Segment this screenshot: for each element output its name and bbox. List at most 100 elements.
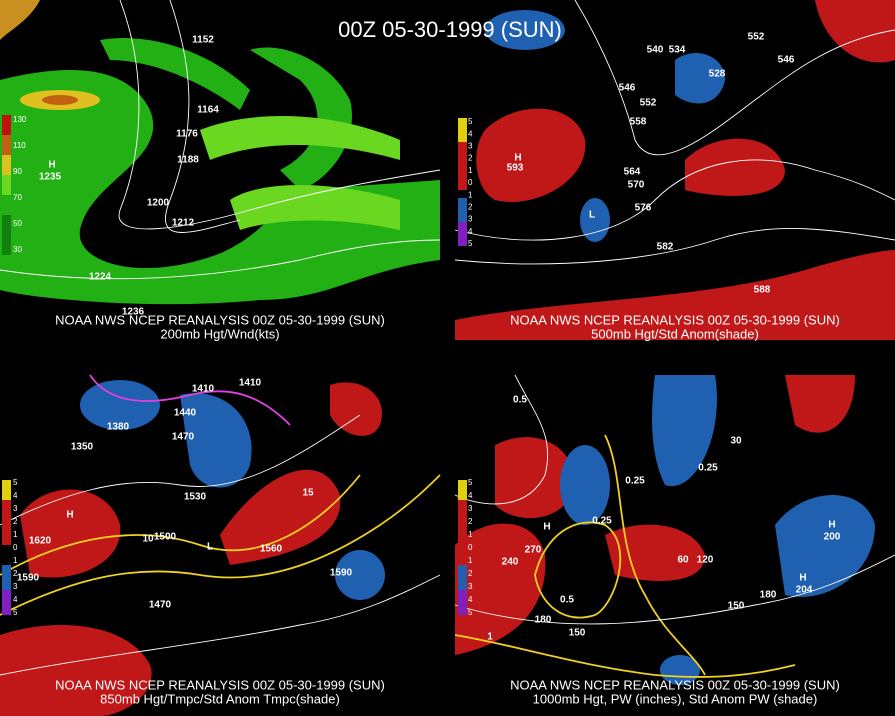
anomaly-negative: [675, 52, 725, 104]
legend-label: 4: [13, 595, 18, 604]
anomaly-positive: [476, 108, 586, 202]
contour-label: 576: [635, 203, 652, 214]
panel-header: NOAA NWS NCEP REANALYSIS 00Z 05-30-1999 …: [55, 677, 385, 692]
contour-label: 1620: [29, 536, 52, 547]
contour-label: 546: [619, 83, 636, 94]
contour: [574, 0, 895, 156]
legend-label: 1: [468, 530, 473, 539]
legend-label: 0: [468, 543, 473, 552]
main-title: 00Z 05-30-1999 (SUN): [338, 17, 562, 42]
panel-500mb: [454, 0, 895, 340]
temp-contour: [89, 374, 291, 426]
anomaly-positive: [605, 524, 705, 581]
anomaly-positive: [455, 250, 895, 340]
contour-label: 1410: [239, 378, 262, 389]
legend-swatch: [2, 500, 11, 545]
legend-label: 50: [13, 219, 22, 228]
contour-label: 546: [778, 55, 795, 66]
legend-label: 3: [13, 504, 18, 513]
contour-label: H: [828, 520, 835, 531]
panel-1000mb: [454, 374, 895, 685]
anomaly-positive: [455, 523, 546, 655]
legend-swatch: [2, 155, 11, 175]
jet-max: [0, 0, 40, 40]
legend-label: 90: [13, 167, 22, 176]
contour-label: 1152: [192, 35, 214, 46]
contour: [0, 239, 441, 280]
anomaly-negative: [335, 550, 385, 600]
legend-swatch: [2, 195, 11, 215]
panel-header: NOAA NWS NCEP REANALYSIS 00Z 05-30-1999 …: [55, 312, 385, 327]
contour: [454, 228, 895, 265]
legend-label: 1: [468, 166, 473, 175]
panel-850mb: [0, 374, 441, 716]
legend-label: 2: [468, 569, 473, 578]
contour-label: 1590: [330, 568, 353, 579]
contour-label: 150: [728, 601, 745, 612]
legend-label: 70: [13, 193, 22, 202]
panel-caption: 200mb Hgt/Wnd(kts): [160, 326, 279, 341]
legend-label: 5: [468, 608, 473, 617]
anomaly-positive: [815, 0, 895, 63]
contour-label: 1470: [172, 432, 195, 443]
anomaly-positive: [330, 382, 382, 436]
contour-label: 1350: [71, 442, 94, 453]
contour-label: 552: [748, 32, 765, 43]
contour-label: 1380: [107, 422, 130, 433]
contour-label: 180: [535, 615, 552, 626]
contour: [118, 0, 441, 230]
temp-contour: [0, 474, 361, 576]
contour-label: 30: [730, 436, 742, 447]
legend-label: 4: [468, 595, 473, 604]
anomaly-positive: [220, 469, 341, 565]
contour-label: 588: [754, 285, 771, 296]
contour-label: H: [66, 510, 73, 521]
contour-label: 1470: [149, 600, 172, 611]
panel-header: NOAA NWS NCEP REANALYSIS 00Z 05-30-1999 …: [510, 677, 840, 692]
contour-label: 204: [796, 585, 813, 596]
legend-label: 3: [13, 582, 18, 591]
contour-label: 150: [569, 628, 586, 639]
legend-swatch: [458, 198, 467, 222]
legend-label: 130: [13, 115, 27, 124]
contour-label: 552: [640, 98, 657, 109]
contour: [454, 554, 895, 625]
legend-swatch: [2, 590, 11, 615]
contour-label: 15: [302, 488, 314, 499]
contour-label: 1200: [147, 198, 170, 209]
legend-label: 2: [13, 517, 18, 526]
contour-label: 0.5: [513, 395, 527, 406]
anomaly-positive: [685, 138, 785, 196]
contour-label: 180: [760, 590, 777, 601]
contour-label: 1590: [17, 573, 40, 584]
contour-label: 60: [677, 555, 689, 566]
contour-label: H: [799, 573, 806, 584]
anomaly-positive: [0, 625, 152, 716]
legend-label: 5: [13, 608, 18, 617]
legend-label: 0: [13, 543, 18, 552]
legend-swatch: [2, 565, 11, 590]
contour-label: 1235: [39, 172, 62, 183]
panel-caption: 1000mb Hgt, PW (inches), Std Anom PW (sh…: [533, 691, 818, 706]
legend-swatch: [458, 222, 467, 246]
contour-label: 540: [647, 45, 664, 56]
contour-label: 0.25: [698, 463, 718, 474]
contour-label: H: [543, 522, 550, 533]
temp-contour: [0, 474, 441, 616]
contour-label: L: [589, 210, 595, 221]
contour-label: 528: [709, 69, 726, 80]
legend-swatch: [458, 118, 467, 142]
legend-swatch: [458, 480, 467, 500]
contour-label: H: [514, 153, 521, 164]
contour-label: 1236: [122, 307, 145, 318]
anomaly-positive: [785, 375, 855, 433]
anomaly-positive: [20, 489, 121, 578]
panel-header: NOAA NWS NCEP REANALYSIS 00Z 05-30-1999 …: [510, 312, 840, 327]
contour-label: 270: [525, 545, 542, 556]
legend-label: 5: [13, 478, 18, 487]
legend-label: 1: [13, 556, 18, 565]
legend-label: 1: [468, 190, 473, 199]
legend-swatch: [2, 115, 11, 135]
pw-contour: [604, 434, 706, 676]
